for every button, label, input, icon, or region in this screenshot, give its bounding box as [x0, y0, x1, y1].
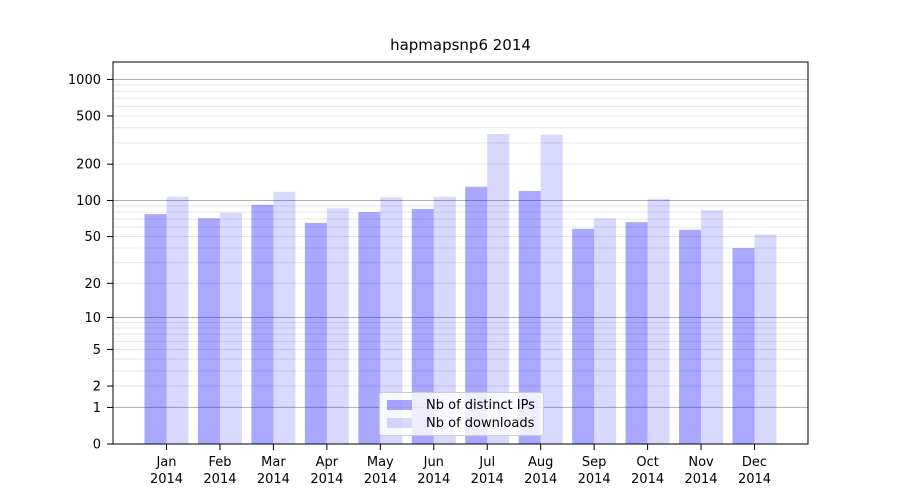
y-tick-label-1: 1: [93, 401, 101, 416]
y-tick-label-20: 20: [84, 277, 101, 292]
x-tick-label-feb-2014: Feb: [208, 455, 231, 470]
x-tick-label-year-nov-2014: 2014: [684, 472, 717, 487]
x-tick-label-apr-2014: Apr: [316, 455, 339, 470]
y-tick-label-10: 10: [84, 311, 101, 326]
x-tick-label-year-feb-2014: 2014: [203, 472, 236, 487]
x-tick-label-year-mar-2014: 2014: [257, 472, 290, 487]
bar-nb-of-downloads-aug-2014: [540, 134, 563, 444]
y-tick-label-2: 2: [93, 380, 101, 395]
x-tick-label-jun-2014: Jun: [423, 455, 444, 470]
chart-title: hapmapsnp6 2014: [390, 36, 531, 54]
x-tick-label-year-jul-2014: 2014: [471, 472, 504, 487]
bar-nb-of-distinct-ips-nov-2014: [679, 229, 702, 444]
legend-item-downloads: Nb of downloads: [387, 416, 536, 431]
x-tick-label-mar-2014: Mar: [261, 455, 286, 470]
y-tick-label-500: 500: [76, 109, 101, 124]
legend-label-downloads: Nb of downloads: [426, 415, 535, 431]
bar-nb-of-distinct-ips-feb-2014: [197, 218, 220, 444]
x-tick-label-year-oct-2014: 2014: [631, 472, 664, 487]
bar-nb-of-downloads-apr-2014: [326, 208, 349, 444]
bar-nb-of-downloads-oct-2014: [647, 198, 670, 444]
bar-nb-of-downloads-jul-2014: [487, 133, 510, 444]
y-tick-label-5: 5: [93, 343, 101, 358]
x-tick-label-year-apr-2014: 2014: [310, 472, 343, 487]
y-tick-label-0: 0: [93, 438, 101, 453]
legend-swatch-downloads: [387, 418, 412, 428]
legend: Nb of distinct IPs Nb of downloads: [379, 392, 544, 436]
bar-nb-of-downloads-mar-2014: [273, 191, 296, 444]
y-tick-label-200: 200: [76, 158, 101, 173]
y-tick-label-1000: 1000: [68, 73, 101, 88]
bar-nb-of-downloads-may-2014: [380, 197, 403, 444]
x-tick-label-year-dec-2014: 2014: [738, 472, 771, 487]
legend-swatch-distinct-ips: [387, 400, 412, 410]
x-tick-label-year-sep-2014: 2014: [578, 472, 611, 487]
bar-nb-of-distinct-ips-jul-2014: [465, 186, 488, 445]
bar-nb-of-distinct-ips-dec-2014: [732, 248, 755, 444]
x-tick-label-year-jun-2014: 2014: [417, 472, 450, 487]
y-tick-label-50: 50: [84, 230, 101, 245]
x-tick-label-year-may-2014: 2014: [364, 472, 397, 487]
bar-nb-of-downloads-jan-2014: [166, 196, 189, 444]
bar-nb-of-distinct-ips-jan-2014: [144, 214, 167, 444]
bar-nb-of-distinct-ips-aug-2014: [518, 190, 541, 444]
bar-nb-of-downloads-dec-2014: [754, 234, 777, 444]
bar-nb-of-distinct-ips-may-2014: [358, 212, 381, 444]
bar-nb-of-downloads-feb-2014: [219, 212, 242, 444]
bar-nb-of-downloads-nov-2014: [701, 210, 724, 444]
bar-nb-of-distinct-ips-mar-2014: [251, 204, 274, 444]
bar-nb-of-distinct-ips-oct-2014: [625, 222, 648, 444]
bar-nb-of-distinct-ips-apr-2014: [304, 222, 327, 444]
bar-nb-of-distinct-ips-sep-2014: [572, 228, 595, 444]
x-tick-label-nov-2014: Nov: [688, 455, 714, 470]
legend-label-distinct-ips: Nb of distinct IPs: [426, 397, 535, 413]
bar-nb-of-distinct-ips-jun-2014: [411, 208, 434, 444]
x-tick-label-aug-2014: Aug: [528, 455, 553, 470]
plot-border: [112, 61, 809, 445]
legend-item-distinct-ips: Nb of distinct IPs: [387, 398, 536, 413]
x-tick-label-sep-2014: Sep: [582, 455, 607, 470]
x-tick-label-may-2014: May: [367, 455, 394, 470]
y-tick-label-100: 100: [76, 194, 101, 209]
bar-nb-of-downloads-sep-2014: [594, 218, 617, 444]
x-tick-label-oct-2014: Oct: [636, 455, 658, 470]
x-tick-label-jul-2014: Jul: [478, 455, 495, 470]
x-tick-label-dec-2014: Dec: [742, 455, 767, 470]
x-tick-label-year-aug-2014: 2014: [524, 472, 557, 487]
bar-nb-of-downloads-jun-2014: [433, 196, 456, 444]
x-tick-label-year-jan-2014: 2014: [150, 472, 183, 487]
x-tick-label-jan-2014: Jan: [155, 455, 176, 470]
